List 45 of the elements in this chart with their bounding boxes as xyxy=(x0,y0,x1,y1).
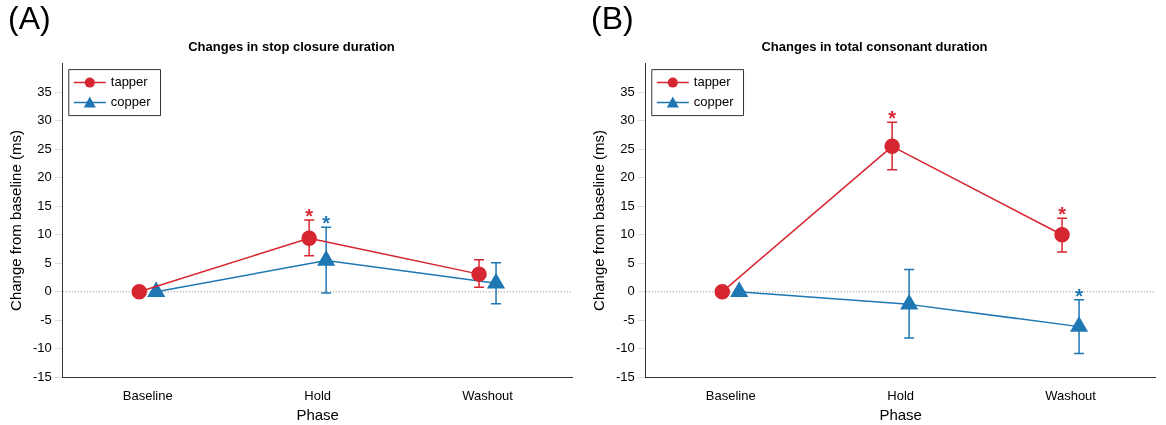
y-tick-label: 10 xyxy=(620,226,635,242)
x-tick-label: Hold xyxy=(887,387,915,403)
y-tick-label: -5 xyxy=(623,311,635,327)
legend-label: copper xyxy=(693,94,735,110)
y-tick-label: 25 xyxy=(37,140,52,156)
y-tick-label: 25 xyxy=(620,140,635,156)
y-tick-label: 15 xyxy=(620,197,635,213)
y-tick-label: -10 xyxy=(615,340,635,356)
y-tick-label: 5 xyxy=(44,254,52,270)
y-tick-label: 20 xyxy=(37,169,52,185)
data-label: * xyxy=(1075,284,1084,307)
chart-title: Changes in stop closure duration xyxy=(188,39,395,55)
chart-title: Changes in total consonant duration xyxy=(761,39,988,55)
y-tick-label: 10 xyxy=(37,226,52,242)
text: (B) xyxy=(591,0,634,36)
legend-label: tapper xyxy=(693,74,732,90)
data-label: * xyxy=(888,107,897,130)
x-tick-label: Washout xyxy=(462,387,514,403)
y-tick-label: 35 xyxy=(37,83,52,99)
y-tick-label: 30 xyxy=(620,112,635,128)
legend-label: tapper xyxy=(110,74,149,90)
x-axis-title: Phase xyxy=(296,406,339,424)
y-tick-label: 20 xyxy=(620,169,635,185)
y-tick-label: -10 xyxy=(32,340,52,356)
y-tick-label: -15 xyxy=(32,368,52,384)
x-tick-label: Baseline xyxy=(705,387,756,403)
x-axis-title: Phase xyxy=(879,406,922,424)
y-axis-title: Change from baseline (ms) xyxy=(7,130,25,311)
y-tick-label: -5 xyxy=(40,311,52,327)
x-tick-label: Washout xyxy=(1045,387,1097,403)
y-tick-label: 5 xyxy=(627,254,635,270)
text: (A) xyxy=(8,0,51,36)
legend-label: copper xyxy=(110,94,152,110)
data-label: * xyxy=(322,212,331,235)
y-axis-title: Change from baseline (ms) xyxy=(590,130,608,311)
y-tick-label: 0 xyxy=(627,283,635,299)
data-label: * xyxy=(1058,203,1067,226)
x-tick-label: Baseline xyxy=(122,387,173,403)
y-tick-label: 35 xyxy=(620,83,635,99)
y-tick-label: -15 xyxy=(615,368,635,384)
x-tick-label: Hold xyxy=(304,387,332,403)
y-tick-label: 30 xyxy=(37,112,52,128)
y-tick-label: 0 xyxy=(44,283,52,299)
y-tick-label: 15 xyxy=(37,197,52,213)
data-label: * xyxy=(305,204,314,227)
